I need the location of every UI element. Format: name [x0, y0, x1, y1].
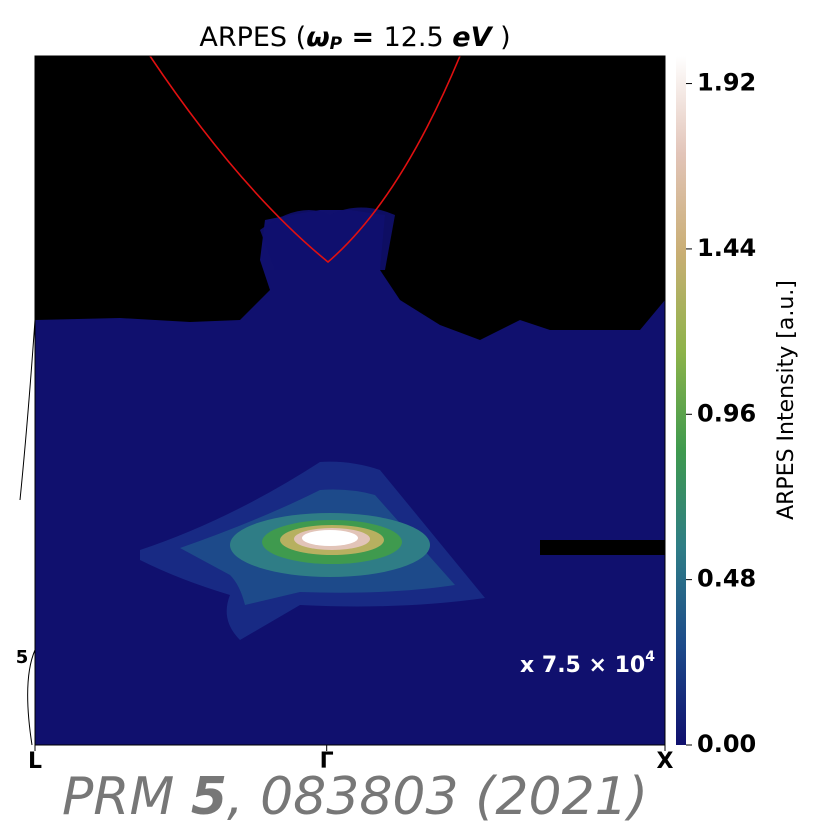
colorbar-label: ARPES Intensity [a.u.] [774, 280, 799, 520]
annotation-exponent: 4 [645, 649, 655, 665]
empty-region [35, 56, 665, 340]
x-tick-label: Γ [320, 749, 334, 774]
x-tick-label: L [28, 749, 42, 774]
colorbar-tick-label: 1.44 [697, 234, 756, 262]
plot-frame [34, 55, 666, 746]
colorbar-tick-label: 0.48 [697, 565, 756, 593]
intensity-map [35, 56, 665, 745]
x-tick-label: X [657, 749, 674, 774]
chart-title: ARPES (ωP = 12.5 eV ) [199, 22, 510, 55]
left-label: 5 [16, 647, 29, 668]
title-number: 12.5 [384, 22, 444, 53]
band-curve [149, 56, 461, 264]
footer-volume: 5 [191, 767, 227, 827]
band-region [260, 207, 395, 270]
empty-stripes [540, 90, 665, 555]
title-unit: eV [452, 22, 493, 53]
footer-rest: , 083803 (2021) [227, 767, 648, 827]
title-symbol: ω [306, 22, 329, 53]
footer: PRM 5, 083803 (2021) [62, 767, 648, 827]
colorbar-tick-label: 1.92 [697, 69, 756, 97]
colorbar-tick-label: 0.00 [697, 730, 756, 758]
annotation-text: x 7.5 × 10 [520, 653, 645, 678]
title-suffix: ) [492, 22, 511, 53]
title-subscript: P [330, 34, 343, 54]
annotation: x 7.5 × 104 [520, 649, 655, 678]
contour-7 [302, 530, 358, 546]
left-panel-edge [19, 319, 36, 746]
title-equals: = [342, 22, 383, 53]
footer-journal: PRM [62, 767, 191, 827]
colorbar-tick-label: 0.96 [697, 399, 756, 427]
colorbar [676, 56, 686, 745]
title-prefix: ARPES ( [199, 22, 306, 53]
